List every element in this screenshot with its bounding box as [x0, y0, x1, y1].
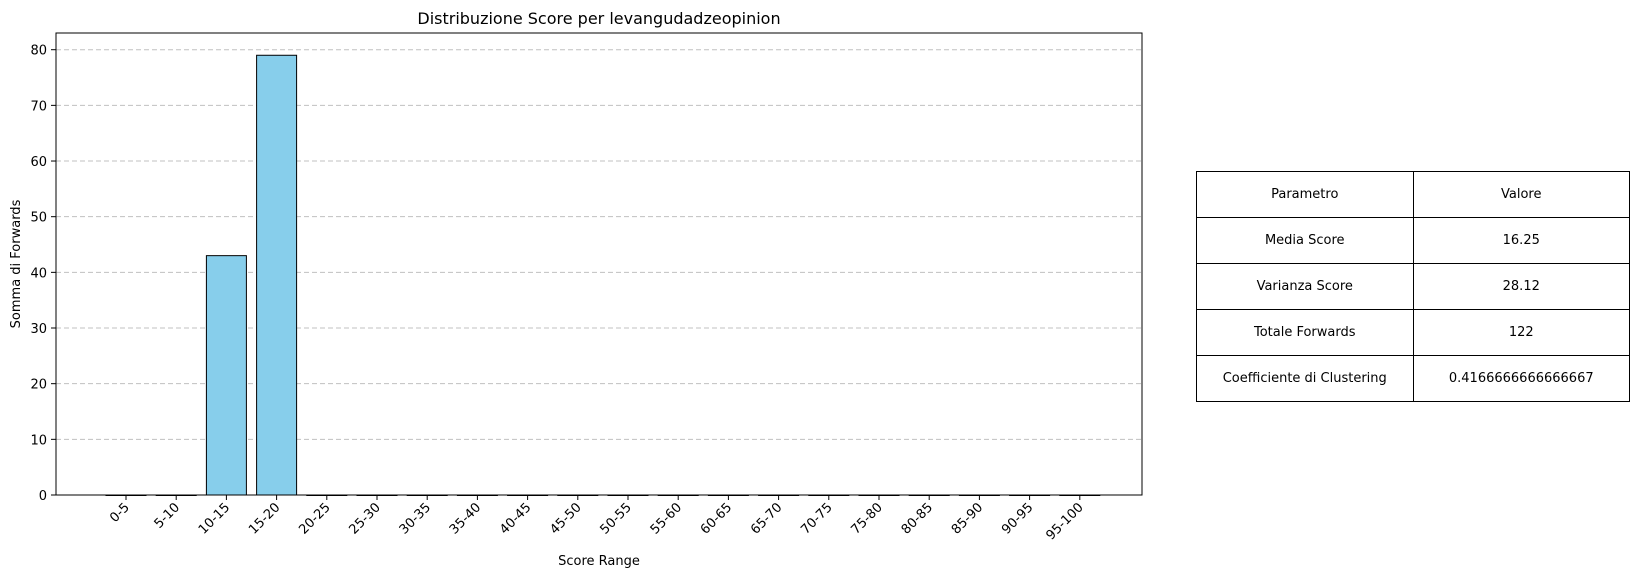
table-row: Totale Forwards 122: [1196, 309, 1630, 356]
table-row: Media Score 16.25: [1196, 217, 1630, 264]
x-tick-label: 40-45: [497, 500, 534, 537]
chart-title: Distribuzione Score per levangudadzeopin…: [417, 9, 780, 28]
table-cell: 122: [1412, 309, 1630, 356]
table-cell: 28.12: [1412, 263, 1630, 310]
y-tick-label: 40: [30, 266, 47, 281]
x-tick-label: 0-5: [107, 500, 133, 526]
y-tick-label: 30: [30, 322, 47, 337]
x-tick-label: 45-50: [547, 500, 584, 537]
x-tick-label: 60-65: [698, 500, 735, 537]
bars: [105, 54, 1101, 496]
table-header-cell: Valore: [1412, 171, 1630, 218]
x-tick-label: 75-80: [849, 500, 886, 537]
x-axis-ticks: 0-5 5-10 10-15 15-20 20-25 25-30 30-35 35-40 40-…: [107, 495, 1087, 543]
y-tick-label: 50: [30, 211, 47, 226]
x-tick-label: 10-15: [196, 500, 233, 537]
table-cell: Coefficiente di Clustering: [1196, 355, 1414, 402]
x-tick-label: 20-25: [296, 500, 333, 537]
y-axis-label: Somma di Forwards: [9, 199, 24, 328]
x-tick-label: 80-85: [899, 500, 936, 537]
table-row: Varianza Score 28.12: [1196, 263, 1630, 310]
y-tick-label: 60: [30, 155, 47, 170]
x-tick-label: 65-70: [748, 500, 785, 537]
x-tick-label: 25-30: [347, 500, 384, 537]
table-cell: 16.25: [1412, 217, 1630, 264]
x-tick-label: 95-100: [1043, 500, 1086, 543]
x-tick-label: 90-95: [999, 500, 1036, 537]
x-tick-label: 50-55: [598, 500, 635, 537]
y-tick-label: 80: [30, 44, 47, 59]
bar-chart: Distribuzione Score per levangudadzeopin…: [9, 9, 1143, 569]
plot-frame: [55, 32, 1143, 496]
x-tick-label: 70-75: [798, 500, 835, 537]
x-tick-label: 30-35: [397, 500, 434, 537]
bar: [205, 255, 247, 496]
table-cell: Varianza Score: [1196, 263, 1414, 310]
table-cell: Media Score: [1196, 217, 1414, 264]
x-tick-label: 15-20: [246, 500, 283, 537]
table-row: Coefficiente di Clustering 0.41666666666…: [1196, 355, 1630, 402]
table-header-cell: Parametro: [1196, 171, 1414, 218]
bar: [256, 54, 298, 496]
y-tick-label: 20: [30, 378, 47, 393]
x-tick-label: 85-90: [949, 500, 986, 537]
x-tick-label: 35-40: [447, 500, 484, 537]
stats-table: Parametro Valore Media Score 16.25 Varia…: [1196, 171, 1630, 402]
table-cell: 0.4166666666666667: [1412, 355, 1630, 402]
x-tick-label: 5-10: [152, 500, 183, 531]
x-axis-label: Score Range: [558, 554, 640, 569]
table-header-row: Parametro Valore: [1196, 171, 1630, 218]
y-axis-ticks: 0 10 20 30 40 50 60 70 80: [30, 44, 56, 504]
table-cell: Totale Forwards: [1196, 309, 1414, 356]
y-tick-label: 10: [30, 433, 47, 448]
x-tick-label: 55-60: [648, 500, 685, 537]
y-tick-label: 0: [39, 489, 47, 504]
y-tick-label: 70: [30, 99, 47, 114]
